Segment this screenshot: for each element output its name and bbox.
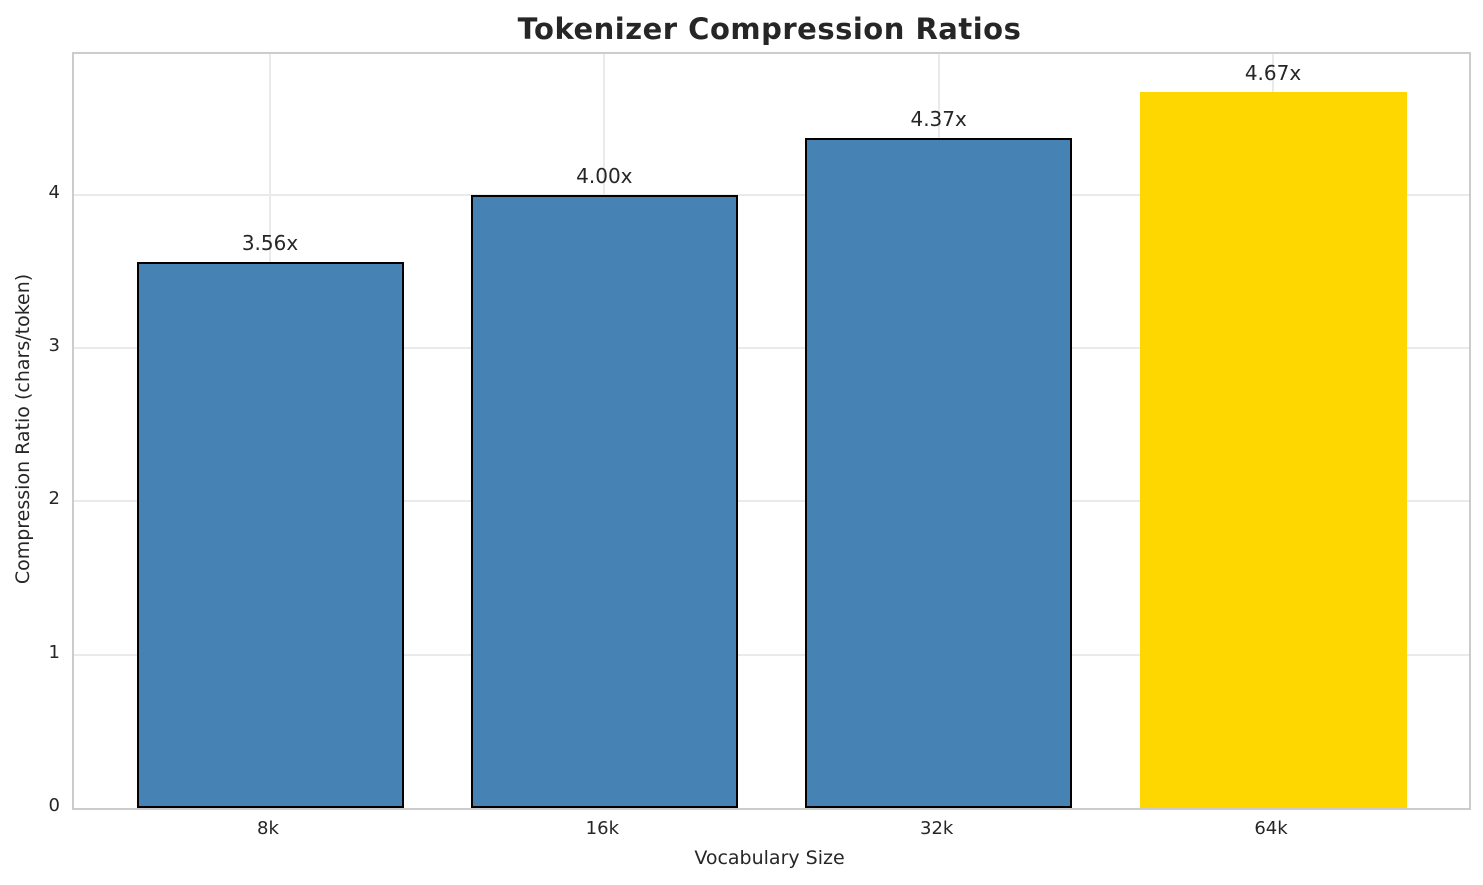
x-tick-label-16k: 16k (585, 818, 619, 839)
bar-value-label-32k: 4.37x (910, 107, 967, 132)
y-axis-label: Compression Ratio (chars/token) (12, 273, 34, 585)
bar-value-label-16k: 4.00x (576, 163, 633, 188)
bar-value-label-64k: 4.67x (1244, 61, 1302, 86)
horizontal-gridline-3 (74, 347, 1469, 350)
chart-title: Tokenizer Compression Ratios (517, 12, 1022, 46)
x-axis-label: Vocabulary Size (694, 847, 845, 869)
y-tick-label-2: 2 (48, 488, 60, 510)
bar-16k (471, 195, 738, 808)
bar-value-label-8k: 3.56x (241, 231, 299, 256)
x-tick-label-64k: 64k (1254, 818, 1288, 839)
x-tick-label-32k: 32k (919, 818, 954, 839)
y-tick-label-1: 1 (48, 641, 60, 663)
y-tick-label-0: 0 (48, 795, 60, 816)
bar-64k (1140, 92, 1407, 808)
bar-32k (805, 138, 1072, 808)
horizontal-gridline-1 (74, 653, 1469, 656)
plot-area: 3.56x 4.00x 4.37x 4.67x (72, 52, 1471, 810)
bar-8k (137, 262, 404, 808)
y-tick-label-3: 3 (48, 335, 60, 357)
horizontal-gridline-4 (74, 193, 1469, 196)
horizontal-gridline-2 (74, 500, 1469, 503)
y-tick-label-4: 4 (48, 181, 60, 203)
x-tick-label-8k: 8k (257, 818, 279, 839)
